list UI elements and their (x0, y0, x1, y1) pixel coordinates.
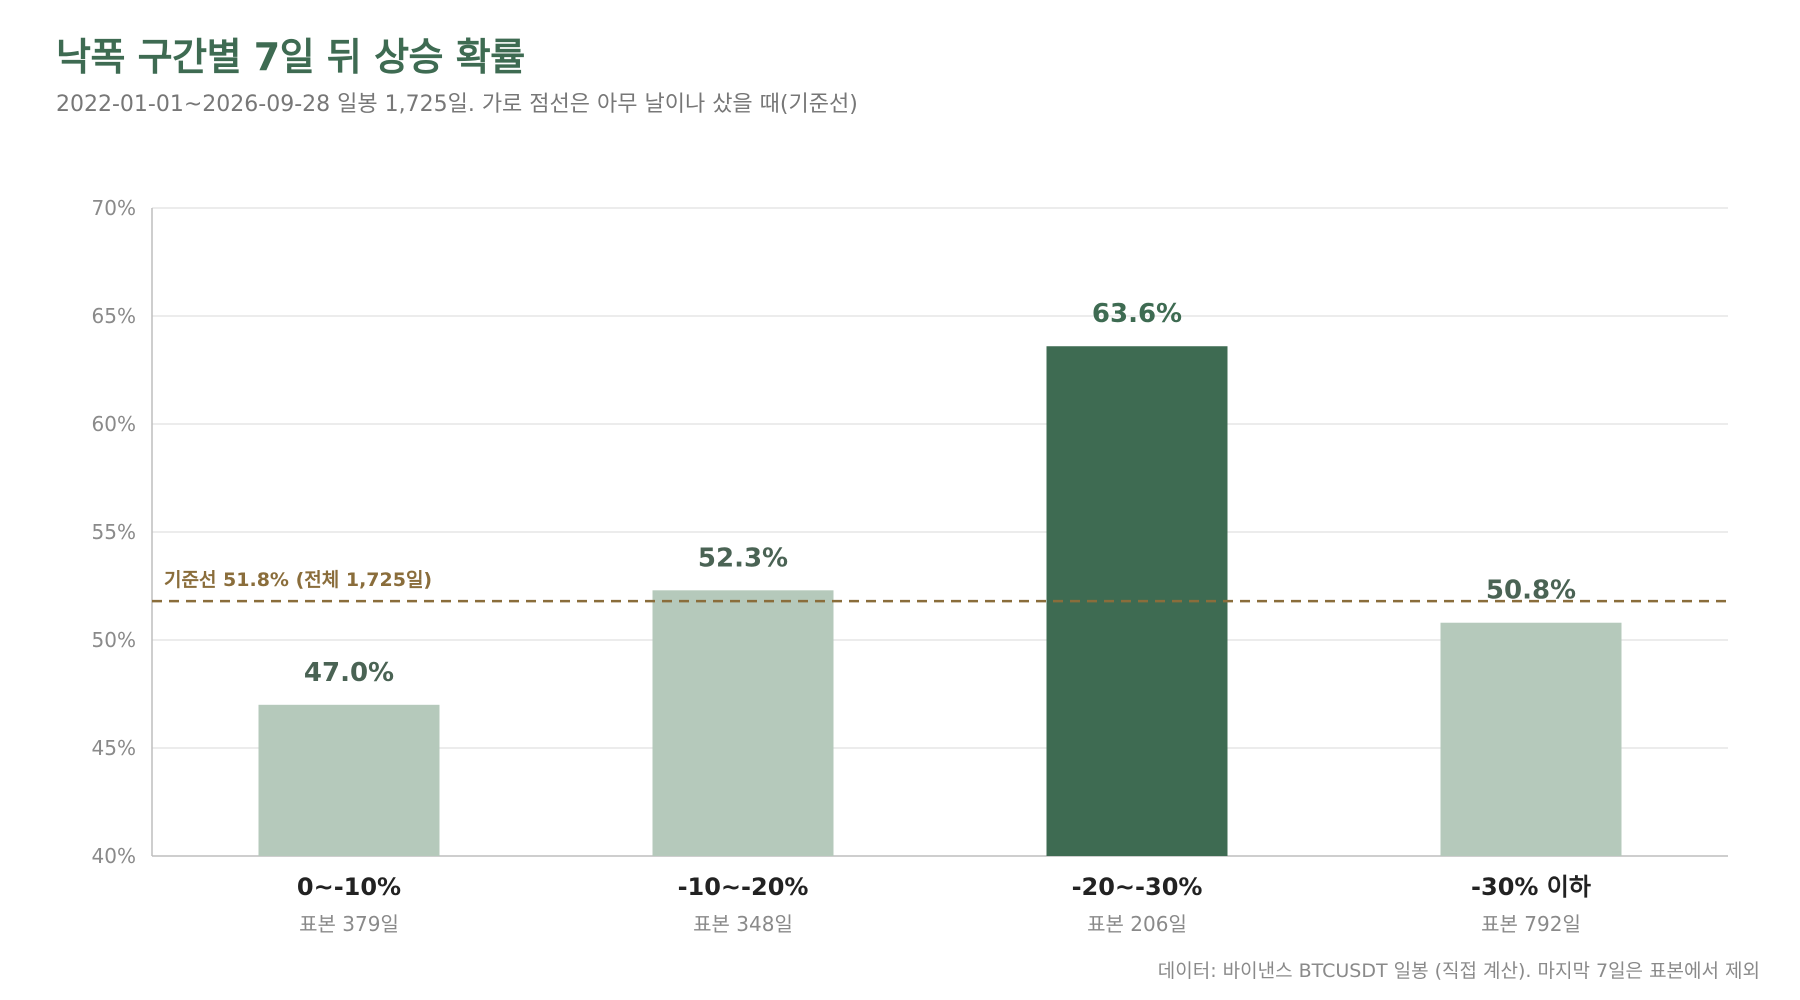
x-sample-label: 표본 792일 (1481, 912, 1581, 936)
bars (258, 346, 1622, 856)
x-category-label: -30% 이하 (1471, 873, 1591, 901)
y-tick-label: 45% (92, 736, 136, 760)
bar-value-label: 52.3% (698, 543, 788, 573)
y-tick-label: 40% (92, 844, 136, 868)
bar (1440, 622, 1622, 856)
x-category-label: -20~-30% (1072, 873, 1203, 901)
bar-value-label: 47.0% (304, 658, 394, 688)
labels: 40% 45% 50% 55% 60% 65% 70% 47.0% 0~-10% 표본 379일 5… (92, 196, 1591, 936)
chart-title: 낙폭 구간별 7일 뒤 상승 확률 (56, 35, 525, 79)
bar-value-label: 63.6% (1092, 299, 1182, 329)
source-note: 데이터: 바이낸스 BTCUSDT 일봉 (직접 계산). 마지막 7일은 표본… (1157, 960, 1760, 982)
x-sample-label: 표본 206일 (1087, 912, 1187, 936)
x-sample-label: 표본 379일 (299, 912, 399, 936)
bar-value-label: 50.8% (1486, 576, 1576, 606)
x-category-label: 0~-10% (297, 873, 401, 901)
bar (652, 590, 834, 856)
y-tick-label: 65% (92, 304, 136, 328)
x-sample-label: 표본 348일 (693, 912, 793, 936)
y-tick-label: 50% (92, 628, 136, 652)
bar (258, 704, 440, 856)
x-category-label: -10~-20% (678, 873, 809, 901)
baseline-label: 기준선 51.8% (전체 1,725일) (164, 569, 432, 591)
y-tick-label: 60% (92, 412, 136, 436)
y-tick-label: 70% (92, 196, 136, 220)
y-tick-label: 55% (92, 520, 136, 544)
chart-subtitle: 2022-01-01~2026-09-28 일봉 1,725일. 가로 점선은 … (56, 92, 858, 117)
